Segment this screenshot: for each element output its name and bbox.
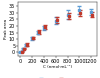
X-axis label: C (nmol·mL⁻¹): C (nmol·mL⁻¹): [43, 65, 72, 69]
Y-axis label: Peak area: Peak area: [4, 19, 8, 39]
